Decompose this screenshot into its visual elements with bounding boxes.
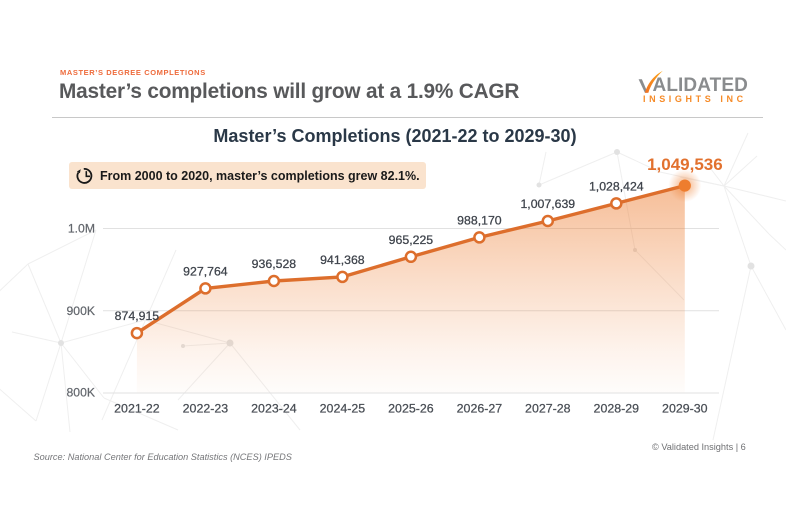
svg-text:936,528: 936,528 xyxy=(252,257,297,271)
svg-text:2023-24: 2023-24 xyxy=(251,402,297,416)
svg-text:2021-22: 2021-22 xyxy=(114,402,160,416)
svg-text:2029-30: 2029-30 xyxy=(662,402,708,416)
svg-text:2027-28: 2027-28 xyxy=(525,402,571,416)
svg-text:2026-27: 2026-27 xyxy=(457,402,503,416)
svg-text:965,225: 965,225 xyxy=(389,233,434,247)
svg-text:1,007,639: 1,007,639 xyxy=(520,197,575,211)
svg-text:1,049,536: 1,049,536 xyxy=(647,155,723,174)
svg-text:1.0M: 1.0M xyxy=(68,222,95,236)
svg-text:927,764: 927,764 xyxy=(183,264,228,278)
svg-text:874,915: 874,915 xyxy=(115,309,160,323)
svg-text:800K: 800K xyxy=(67,386,95,400)
svg-text:2024-25: 2024-25 xyxy=(320,402,366,416)
svg-text:2028-29: 2028-29 xyxy=(594,402,640,416)
svg-text:900K: 900K xyxy=(67,304,95,318)
svg-text:988,170: 988,170 xyxy=(457,213,502,227)
svg-text:941,368: 941,368 xyxy=(320,253,365,267)
svg-text:2022-23: 2022-23 xyxy=(183,402,229,416)
svg-text:2025-26: 2025-26 xyxy=(388,402,434,416)
svg-text:1,028,424: 1,028,424 xyxy=(589,179,644,193)
